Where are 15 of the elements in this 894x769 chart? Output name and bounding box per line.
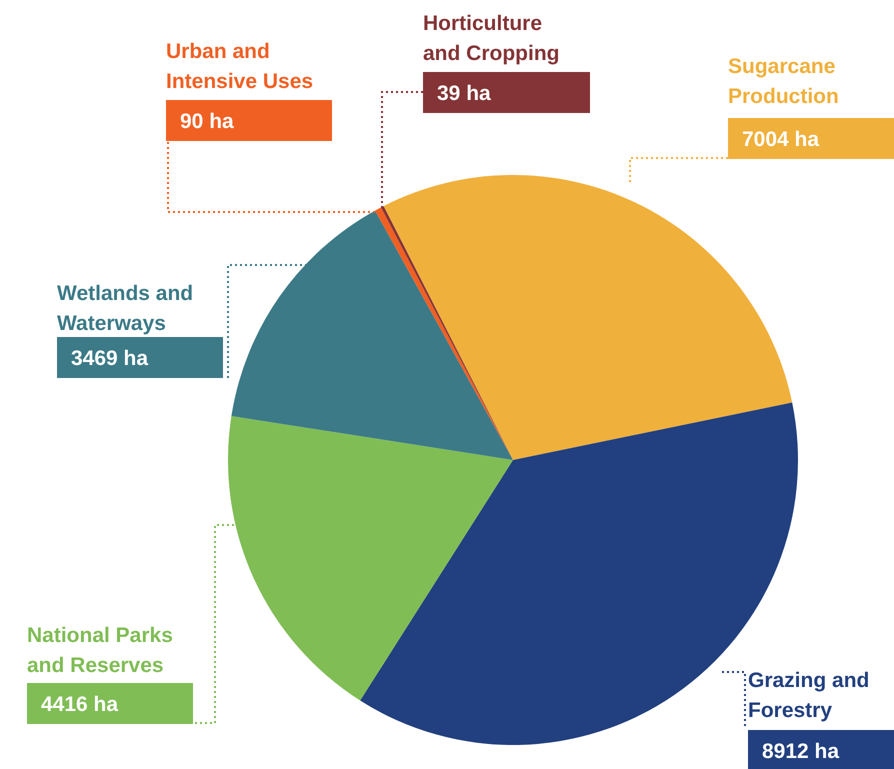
slice-label: Horticulture and Cropping [423,12,560,65]
slice-label: Urban and Intensive Uses [166,40,314,93]
pie-slice [384,175,792,460]
data-label: 39 ha [437,82,492,105]
data-label: 90 ha [180,110,234,133]
pie-slice [231,210,513,460]
data-label: 4416 ha [41,693,118,716]
data-label: 7004 ha [742,128,820,151]
data-label: 8912 ha [762,740,840,763]
slice-label: Grazing and Forestry [748,669,870,722]
data-label: 3469 ha [71,347,148,370]
pie-slice [228,416,513,701]
slice-label: Sugarcane Production [728,55,839,108]
slice-label: National Parks and Reserves [27,624,173,677]
slice-label: Wetlands and Waterways [57,282,194,335]
